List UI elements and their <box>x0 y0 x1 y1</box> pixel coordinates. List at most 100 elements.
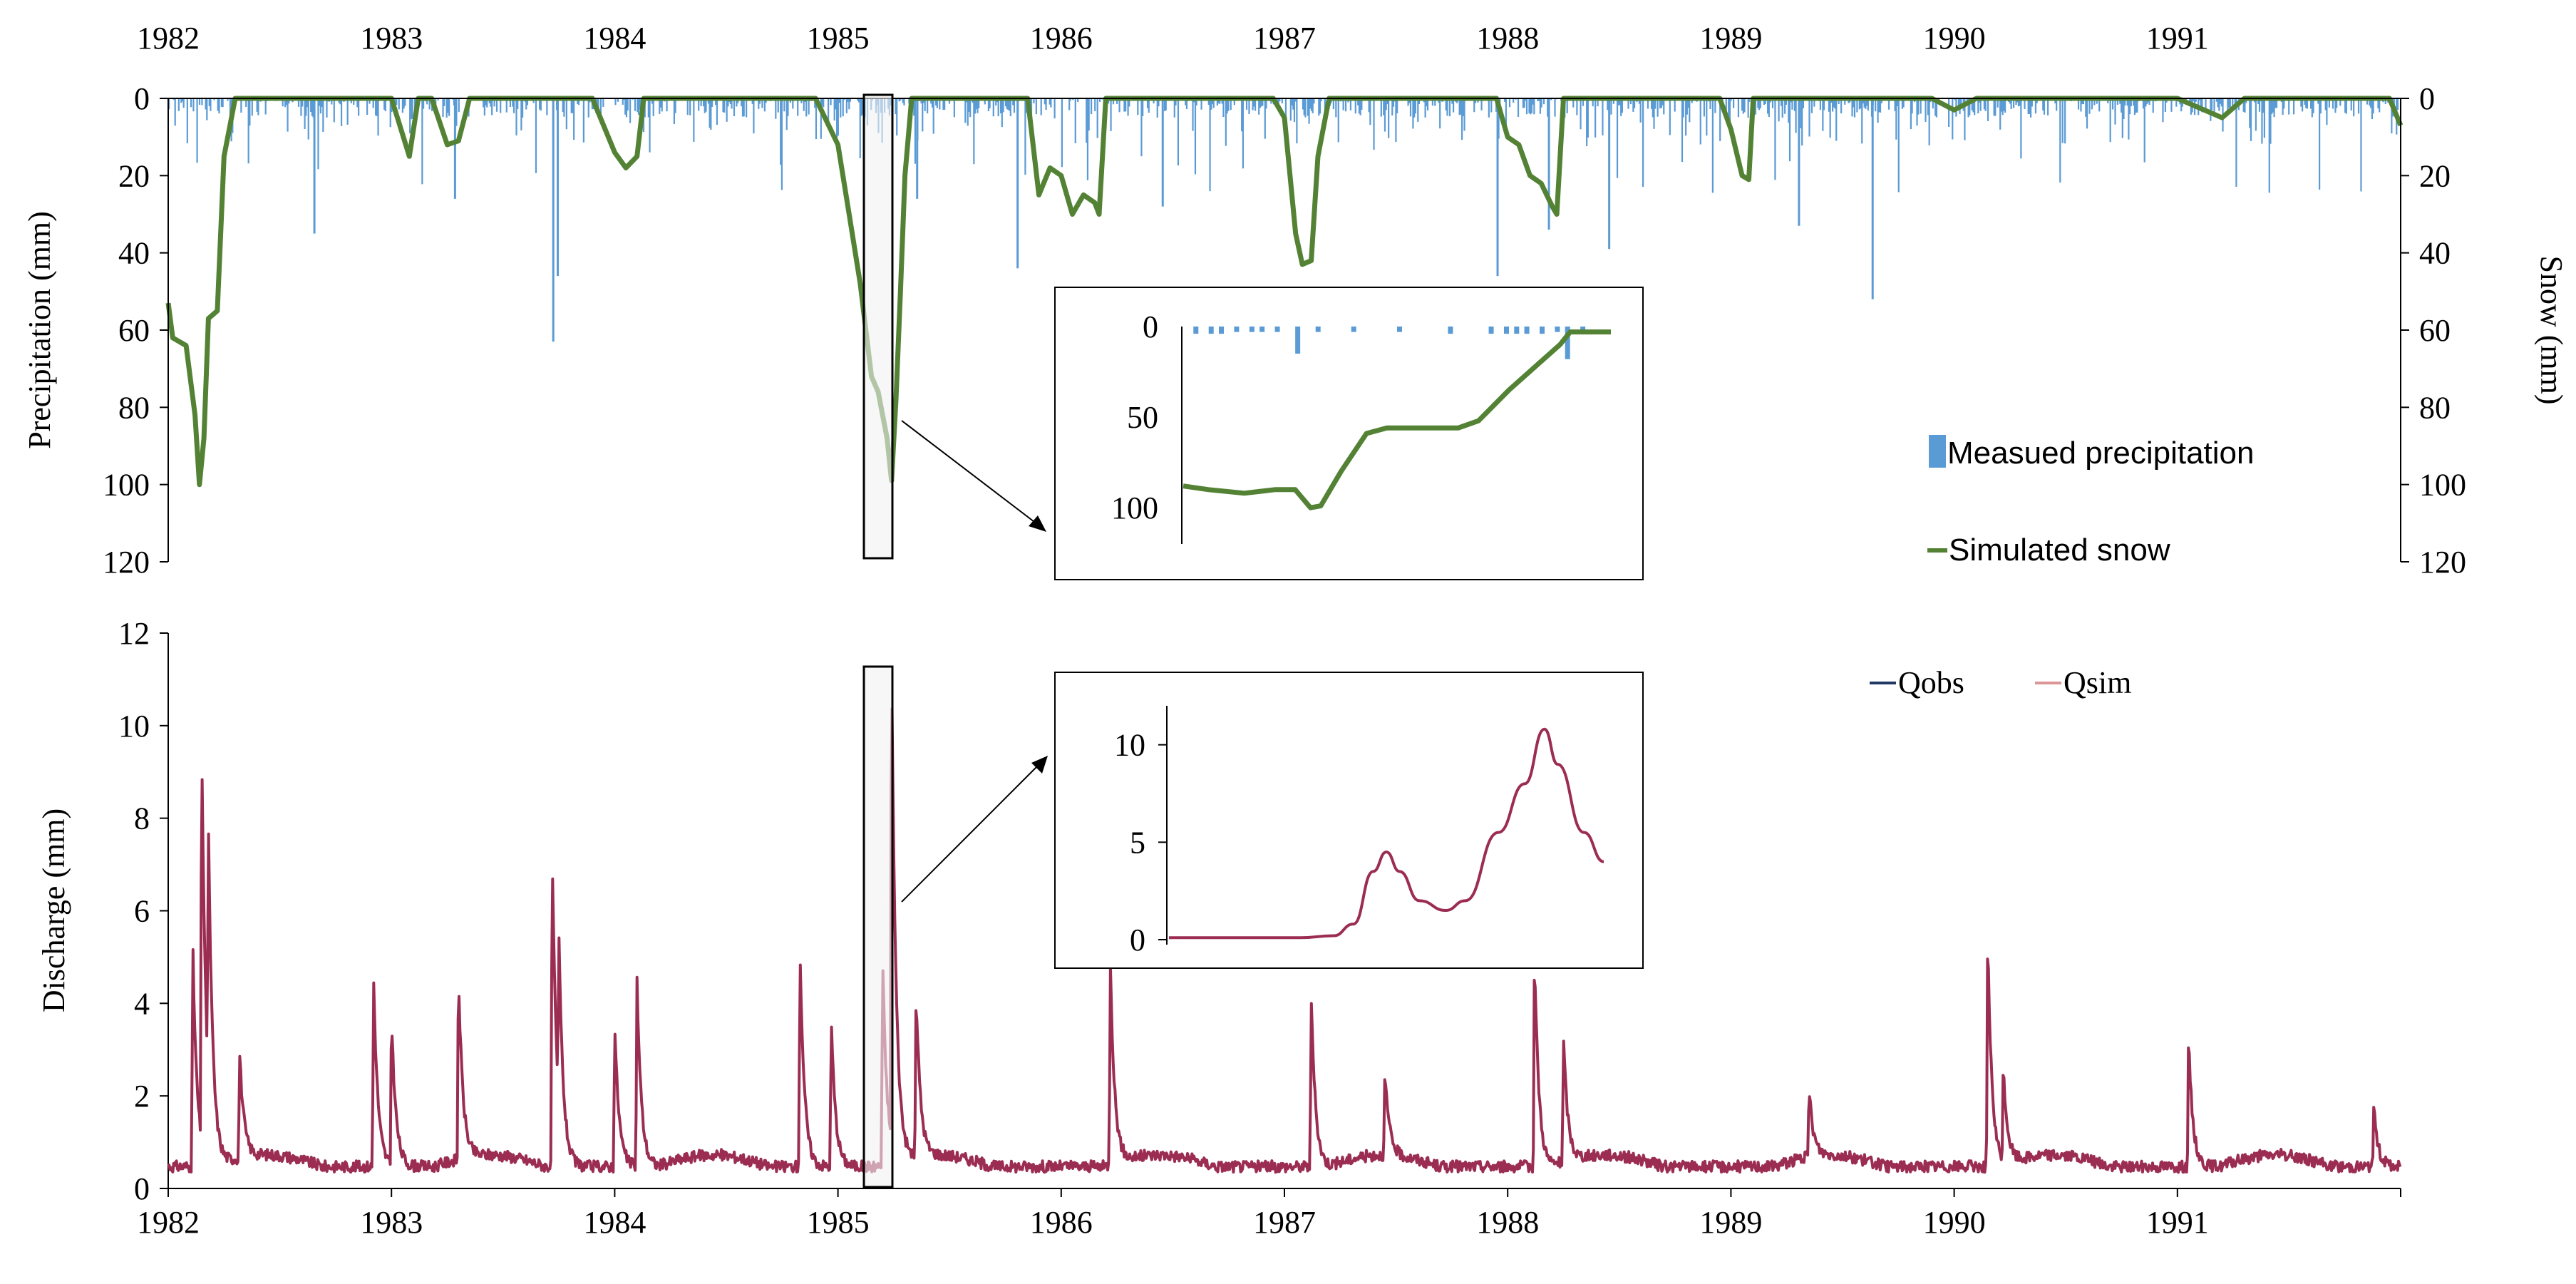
precip-bar <box>582 98 584 143</box>
precip-bar <box>304 98 306 130</box>
precip-inset-snow-line <box>1183 329 1611 510</box>
precip-bar <box>973 98 975 165</box>
precip-bar <box>785 98 788 130</box>
precip-bar <box>1386 98 1389 105</box>
precip-bar <box>1061 98 1063 168</box>
precip-inset-bar <box>1315 327 1321 332</box>
precip-bar <box>1979 98 1982 111</box>
precip-bar <box>1879 98 1882 113</box>
precip-bar <box>1633 98 1636 108</box>
precip-bar <box>1128 98 1130 107</box>
precip-bar <box>356 98 359 108</box>
precip-inset-y-tick-label: 0 <box>1143 309 1158 344</box>
precip-bar <box>763 98 766 112</box>
precip-bar <box>2152 98 2154 113</box>
precip-bar <box>647 98 649 118</box>
precip-bar <box>859 98 861 159</box>
precip-bar <box>1925 98 1927 122</box>
precip-bar <box>1462 98 1464 116</box>
precip-bar <box>1967 98 1969 118</box>
precip-bar <box>1758 98 1761 111</box>
precip-bar <box>2220 98 2222 104</box>
precip-bar <box>1844 98 1846 105</box>
precip-bar <box>843 98 845 101</box>
precip-bar <box>838 98 840 103</box>
precip-bar <box>1016 98 1019 269</box>
top-right-tick-label: 20 <box>2419 158 2451 193</box>
precip-bar <box>599 98 602 118</box>
precip-bar <box>1732 98 1735 108</box>
precip-bar <box>2255 98 2257 131</box>
top-x-tick-label: 1986 <box>1030 21 1093 56</box>
precip-bar <box>517 98 519 109</box>
precip-bar <box>775 98 777 119</box>
precip-bar <box>1862 98 1865 104</box>
precip-bar <box>1407 98 1409 106</box>
precip-bar <box>285 98 287 106</box>
precip-bar <box>722 98 724 113</box>
precip-bar <box>715 98 717 106</box>
precip-bar <box>1781 98 1783 118</box>
precip-bar <box>1158 98 1160 107</box>
precip-bar <box>704 98 706 113</box>
precip-bar <box>2136 98 2138 113</box>
precip-bar <box>389 98 391 128</box>
precip-bar <box>2369 98 2371 106</box>
discharge-y-tick-label: 2 <box>134 1079 150 1114</box>
precip-bar <box>2317 98 2319 104</box>
precip-bar <box>2129 98 2131 115</box>
precip-bar <box>1580 98 1582 130</box>
precip-bar <box>743 98 745 117</box>
precip-bar <box>1550 98 1552 101</box>
precip-bar <box>639 98 641 110</box>
precip-bar <box>1719 98 1721 141</box>
precip-bar <box>702 98 705 107</box>
precip-bar <box>2357 98 2360 114</box>
precip-bar <box>1245 98 1248 110</box>
precip-bar <box>1974 98 1976 115</box>
precip-bar <box>857 98 859 101</box>
precip-inset-bar <box>1397 327 1402 332</box>
precip-bar <box>384 98 386 111</box>
top-right-tick-label: 0 <box>2419 81 2435 116</box>
precip-bar <box>2344 98 2346 113</box>
precip-bar <box>2334 98 2337 113</box>
precip-bar <box>1928 98 1930 145</box>
precip-bar <box>1007 98 1009 111</box>
precip-bar <box>936 98 938 108</box>
precip-bar <box>1148 98 1150 113</box>
precip-bar <box>1344 98 1347 112</box>
discharge-y-tick-label: 0 <box>134 1171 150 1206</box>
top-x-tick-labels: 1982 1983 1984 1985 1986 1987 1988 1989 1990 1991 <box>137 21 2209 56</box>
precip-bar <box>2123 98 2125 120</box>
precip-bar <box>1265 98 1267 109</box>
precip-bar <box>967 98 969 126</box>
precip-bar <box>1253 98 1255 107</box>
precip-bar <box>321 98 323 108</box>
precip-bar <box>1307 98 1309 116</box>
precip-bar <box>978 98 980 108</box>
precip-bar <box>1759 98 1761 108</box>
top-x-tick-label: 1988 <box>1476 21 1539 56</box>
precip-bar <box>1384 98 1386 132</box>
precip-bar <box>1954 98 1956 101</box>
precip-bar <box>1137 98 1139 115</box>
precip-bar <box>2064 98 2066 144</box>
precip-bar <box>2027 98 2029 114</box>
legend-qobs-label: Qobs <box>1898 665 1964 700</box>
precip-bar <box>1069 98 1072 101</box>
precip-bar <box>2283 98 2285 109</box>
precip-bar <box>597 98 599 111</box>
precip-bar <box>377 98 379 136</box>
precip-bar <box>1785 98 1787 105</box>
precip-bar <box>1686 98 1688 115</box>
precip-bar <box>1685 98 1687 136</box>
precip-bar <box>317 98 319 170</box>
precip-bar <box>512 98 515 113</box>
precip-bar <box>1230 98 1232 111</box>
top-right-tick-label: 80 <box>2419 390 2451 425</box>
legend-snow-label: Simulated snow <box>1949 533 2170 567</box>
precip-bar <box>2312 98 2314 113</box>
precip-bar <box>1496 98 1499 277</box>
precip-bar <box>2043 98 2046 115</box>
